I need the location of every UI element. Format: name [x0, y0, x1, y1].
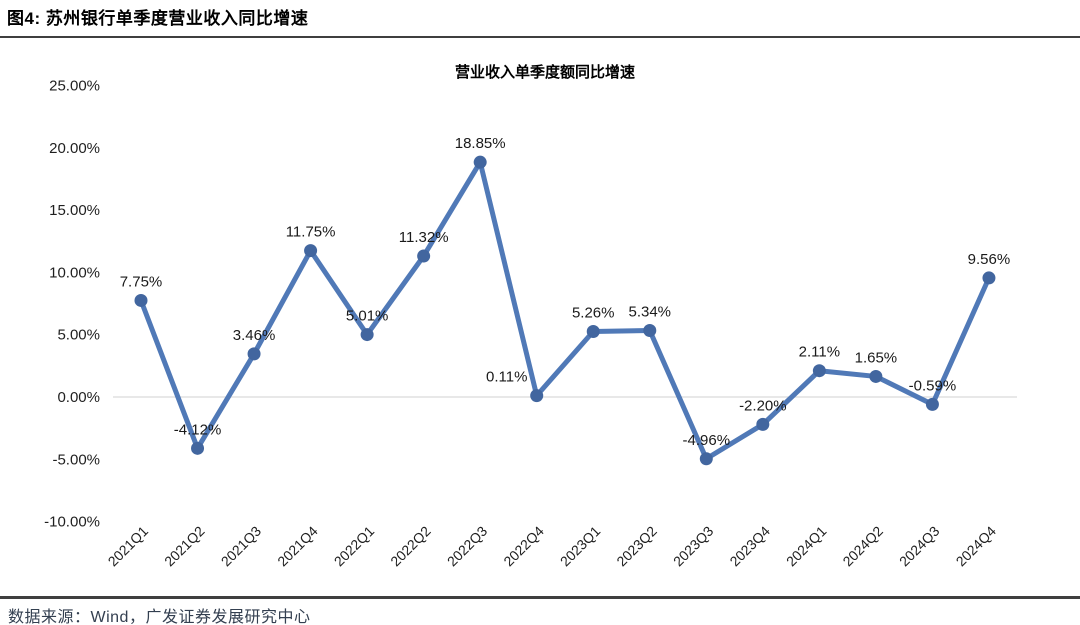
- x-tick-label: 2023Q1: [557, 523, 604, 570]
- revenue-growth-line-chart: 营业收入单季度额同比增速 25.00% 20.00% 15.00% 10.00% 5.00…: [44, 63, 1017, 570]
- data-point-label: 0.11%: [486, 369, 527, 386]
- y-tick-label: 15.00%: [49, 202, 100, 219]
- data-point-label: 2.11%: [799, 344, 840, 361]
- y-tick-label: 25.00%: [49, 78, 100, 95]
- x-tick-label: 2023Q2: [613, 523, 660, 570]
- data-point-label: -4.12%: [174, 421, 222, 438]
- y-tick-label: -10.00%: [44, 514, 100, 531]
- data-source-note: 数据来源：Wind，广发证券发展研究中心: [8, 609, 311, 625]
- x-tick-label: 2023Q3: [670, 523, 717, 570]
- data-point-marker: [530, 389, 544, 403]
- x-tick-label: 2021Q1: [105, 523, 152, 570]
- data-point-label: 7.75%: [120, 273, 163, 290]
- y-tick-label: 10.00%: [49, 264, 100, 281]
- x-tick-label: 2021Q2: [161, 523, 208, 570]
- data-point-label: -0.59%: [909, 377, 957, 394]
- x-tick-label: 2022Q3: [444, 523, 491, 570]
- data-point-label: 1.65%: [855, 349, 898, 366]
- top-divider: [0, 36, 1080, 38]
- x-tick-label: 2024Q4: [953, 523, 1000, 570]
- data-point-label: 5.26%: [572, 304, 615, 321]
- y-tick-label: 0.00%: [57, 389, 100, 406]
- chart-title: 营业收入单季度额同比增速: [455, 63, 635, 81]
- y-tick-label: 20.00%: [49, 140, 100, 157]
- data-point-marker: [417, 249, 431, 263]
- x-tick-label: 2022Q2: [387, 523, 434, 570]
- data-point-marker: [586, 324, 600, 338]
- y-tick-label: 5.00%: [57, 327, 100, 344]
- series-line: [138, 159, 992, 462]
- data-point-label: 3.46%: [233, 327, 276, 344]
- x-tick-label: 2021Q4: [274, 523, 321, 570]
- x-tick-label: 2023Q4: [726, 523, 773, 570]
- data-point-label: 11.32%: [399, 229, 449, 246]
- data-point-marker: [247, 347, 261, 361]
- data-point-label: -4.96%: [683, 432, 731, 449]
- x-tick-label: 2022Q4: [500, 523, 547, 570]
- x-tick-label: 2024Q1: [783, 523, 830, 570]
- data-point-marker: [756, 417, 770, 431]
- figure-title: 图4: 苏州银行单季度营业收入同比增速: [7, 9, 309, 28]
- data-point-label: 11.75%: [286, 224, 336, 241]
- data-point-marker: [134, 293, 148, 307]
- data-point-marker: [304, 244, 318, 258]
- data-point-marker: [699, 452, 713, 466]
- x-tick-label: 2024Q2: [839, 523, 886, 570]
- x-tick-label: 2022Q1: [331, 523, 378, 570]
- data-point-marker: [473, 155, 487, 169]
- data-point-label: 5.34%: [628, 303, 671, 320]
- data-point-marker: [869, 369, 883, 383]
- data-point-label: 5.01%: [346, 308, 389, 325]
- data-point-marker: [360, 328, 374, 342]
- data-point-marker: [925, 397, 939, 411]
- data-point-marker: [812, 364, 826, 378]
- data-point-label: 18.85%: [455, 135, 506, 152]
- data-point-label: 9.56%: [968, 251, 1011, 268]
- data-point-marker: [982, 271, 996, 285]
- x-tick-label: 2021Q3: [218, 523, 265, 570]
- x-tick-label: 2024Q3: [896, 523, 943, 570]
- data-point-marker: [191, 441, 205, 455]
- bottom-divider: [0, 596, 1080, 599]
- y-tick-label: -5.00%: [52, 451, 100, 468]
- data-point-label: -2.20%: [739, 397, 787, 414]
- data-point-marker: [643, 323, 657, 337]
